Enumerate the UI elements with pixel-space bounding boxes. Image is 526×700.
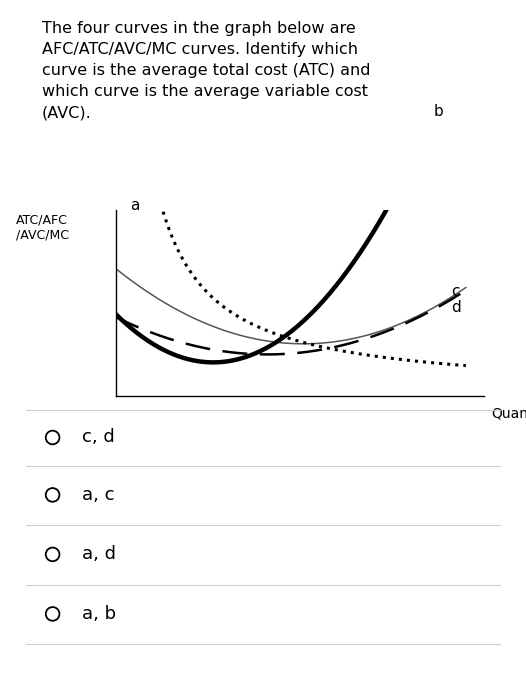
Text: d: d — [451, 300, 461, 314]
Text: c: c — [451, 284, 460, 299]
Text: a, b: a, b — [82, 605, 116, 623]
Text: a, d: a, d — [82, 545, 116, 564]
Y-axis label: ATC/AFC
/AVC/MC: ATC/AFC /AVC/MC — [16, 214, 68, 242]
Text: a: a — [130, 198, 139, 213]
Text: b: b — [433, 104, 443, 119]
Text: Quantity: Quantity — [491, 407, 526, 421]
Text: The four curves in the graph below are
AFC/ATC/AVC/MC curves. Identify which
cur: The four curves in the graph below are A… — [42, 21, 371, 120]
Text: a, c: a, c — [82, 486, 114, 504]
Text: c, d: c, d — [82, 428, 114, 447]
